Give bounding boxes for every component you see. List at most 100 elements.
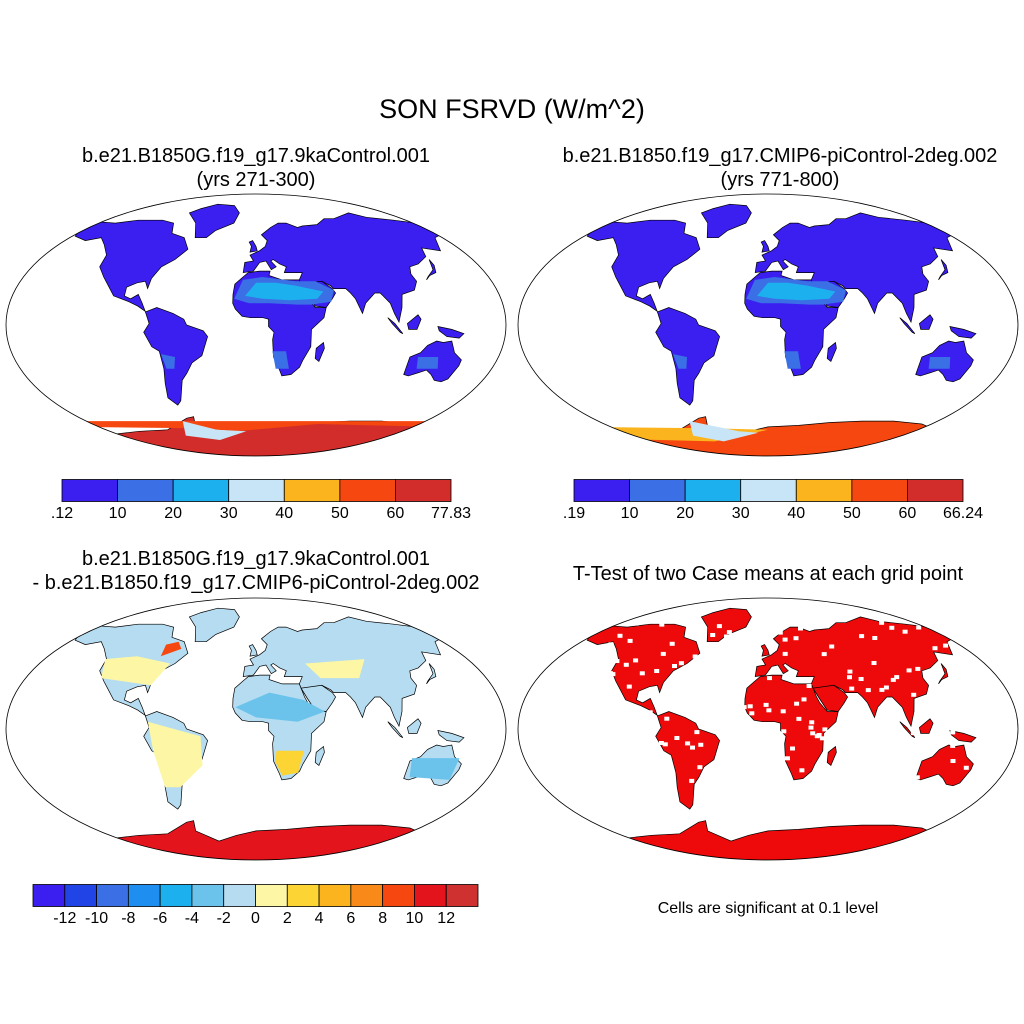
colorbar-control-swatch	[573, 479, 630, 502]
map-ttest-sumatra	[899, 721, 916, 739]
map-case-antarctica-peninsula	[182, 421, 247, 440]
map-control	[517, 193, 1019, 457]
map-control-antarctica-peninsula	[689, 421, 759, 442]
map-control-uk	[760, 240, 770, 253]
panel-title-case-line1: b.e21.B1850G.f19_g17.9kaControl.001	[81, 145, 431, 167]
colorbar-case-tick-label: 77.83	[430, 505, 472, 522]
map-control-new-guinea	[949, 326, 977, 339]
map-control-australia-interior	[928, 357, 951, 369]
colorbar-difference-swatch	[255, 884, 288, 907]
colorbar-control-tick-label: 30	[731, 505, 750, 522]
colorbar-difference-swatch	[445, 884, 479, 907]
colorbar-difference-tick-label: -8	[121, 910, 136, 927]
map-difference-southern-africa-warm	[274, 750, 304, 776]
map-case-kalahari-region	[272, 351, 289, 369]
map-control-north-america	[586, 219, 701, 314]
colorbar-case-swatch	[339, 479, 396, 502]
panel-title-ttest-line1: T-Test of two Case means at each grid po…	[572, 563, 964, 585]
colorbar-difference-swatch	[159, 884, 193, 907]
colorbar-difference-swatch	[414, 884, 447, 907]
map-ttest-arabia	[812, 684, 849, 712]
map-control-madagascar	[826, 341, 837, 362]
panel-title-ttest: T-Test of two Case means at each grid po…	[512, 562, 1024, 586]
colorbar-difference-swatch	[32, 884, 66, 907]
map-difference-borneo	[407, 718, 422, 734]
map-case-andes-region	[161, 354, 175, 369]
colorbar-case-tick-label: 20	[164, 505, 183, 522]
colorbar-difference-tick-label: -4	[184, 910, 200, 927]
map-ttest-nonsignificant-cells	[532, 620, 993, 813]
colorbar-control-tick-label: 66.24	[942, 505, 984, 522]
map-control-eurasia	[754, 212, 959, 324]
colorbar-difference-swatch	[127, 884, 161, 907]
map-ttest-uk	[760, 644, 770, 657]
map-difference-arabia	[300, 684, 337, 712]
colorbar-case-tick-label: 40	[275, 505, 294, 522]
significance-note: Cells are significant at 0.1 level	[657, 900, 879, 917]
colorbar-difference-swatch	[318, 884, 352, 907]
map-difference	[5, 597, 507, 861]
colorbar-difference-tick-label: 6	[346, 910, 356, 927]
colorbar-control	[573, 479, 964, 502]
colorbar-case-tick-label: 10	[108, 505, 127, 522]
map-difference-greenland	[188, 607, 240, 643]
colorbar-difference-tick-label: 8	[378, 910, 388, 927]
colorbar-case-swatch	[395, 479, 452, 502]
colorbar-difference-tick-label: -12	[53, 910, 77, 927]
colorbar-case-swatch	[172, 479, 230, 502]
colorbar-difference	[32, 884, 479, 907]
map-case-sahara-core	[245, 282, 324, 301]
map-case-eurasia	[242, 212, 447, 324]
colorbar-case	[61, 479, 452, 502]
map-ttest-africa	[744, 674, 839, 781]
figure-title: SON FSRVD (W/m^2)	[379, 94, 645, 124]
map-control-japan	[938, 259, 949, 281]
panel-title-control-line1: b.e21.B1850.f19_g17.CMIP6-piControl-2deg…	[562, 145, 998, 167]
colorbar-control-tick-label: 60	[898, 505, 917, 522]
map-ttest-border	[517, 597, 1019, 861]
colorbar-difference-swatch	[96, 884, 129, 907]
map-difference-hudson-hot	[160, 641, 182, 657]
map-ttest-japan	[938, 663, 949, 685]
panel-title-case-line2: (yrs 271-300)	[196, 169, 316, 191]
colorbar-difference-swatch	[191, 884, 225, 907]
colorbar-control-swatch	[629, 479, 686, 502]
map-case-madagascar	[314, 341, 325, 362]
map-case-border	[5, 193, 507, 457]
map-case	[5, 193, 507, 457]
colorbar-control-swatch	[795, 479, 853, 502]
colorbar-difference-tick-label: -6	[153, 910, 168, 927]
panel-title-control-line2: (yrs 771-800)	[720, 169, 840, 191]
map-ttest-south-america	[655, 711, 720, 810]
colorbar-case-tick-label: 30	[219, 505, 238, 522]
map-control-kalahari-region	[784, 351, 801, 369]
colorbar-case-swatch	[228, 479, 285, 502]
map-case-new-guinea	[437, 326, 465, 339]
colorbar-difference-swatch	[64, 884, 97, 907]
map-case-borneo	[407, 314, 422, 330]
map-case-australia-interior	[416, 357, 439, 369]
panel-title-difference-line1: b.e21.B1850G.f19_g17.9kaControl.001	[81, 548, 431, 570]
map-ttest-borneo	[919, 718, 934, 734]
map-case-greenland	[188, 203, 240, 239]
colorbar-case-tick-label: 60	[386, 505, 405, 522]
colorbar-difference-swatch	[286, 884, 320, 907]
map-control-south-america	[655, 307, 720, 406]
colorbar-case-tick-label: 50	[330, 505, 349, 522]
map-ttest-new-guinea	[949, 730, 977, 743]
colorbar-control-swatch	[851, 479, 908, 502]
panel-title-case: b.e21.B1850G.f19_g17.9kaControl.001 (yrs…	[0, 144, 512, 192]
colorbar-control-swatch	[907, 479, 964, 502]
map-control-sumatra	[899, 317, 916, 335]
colorbar-difference-tick-label: -10	[85, 910, 109, 927]
map-difference-madagascar	[314, 745, 325, 766]
map-ttest	[517, 597, 1019, 861]
colorbar-difference-tick-label: -2	[216, 910, 231, 927]
map-control-greenland	[700, 203, 752, 239]
map-difference-sahel-neg	[235, 692, 325, 722]
panel-title-control: b.e21.B1850.f19_g17.CMIP6-piControl-2deg…	[512, 144, 1024, 192]
map-difference-sumatra	[387, 721, 404, 739]
map-ttest-madagascar	[826, 745, 837, 766]
colorbar-difference-tick-label: 4	[314, 910, 324, 927]
colorbar-case-tick-label: .12	[50, 505, 74, 522]
